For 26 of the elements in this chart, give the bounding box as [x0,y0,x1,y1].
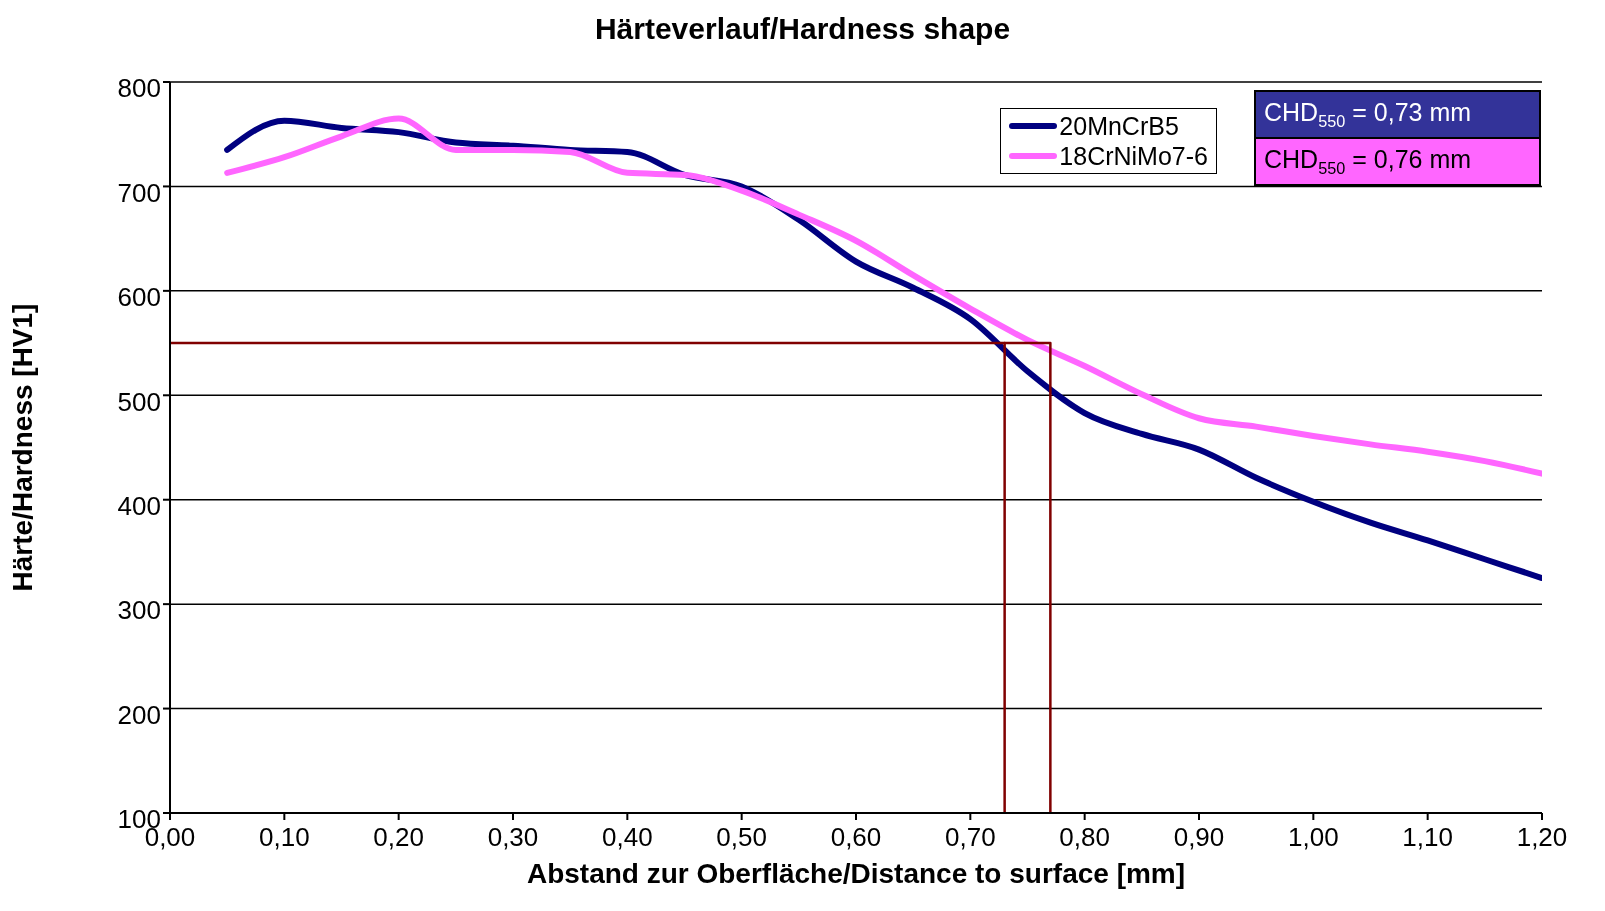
x-tick-label: 0,50 [716,822,767,853]
x-tick-label: 0,90 [1173,822,1225,853]
y-tick-label: 800 [117,73,161,104]
y-tick-label: 400 [117,490,161,521]
annotation: CHD$_{550}$ = 0,76 mm [1264,145,1472,177]
y-tick-label: 500 [117,386,161,417]
x-tick-label: 1,00 [1288,822,1339,853]
x-tick-label: 0,20 [373,822,424,853]
annotation: CHD$_{550}$ = 0,73 mm [1264,98,1472,130]
x-axis-title: Abstand zur Oberfläche/Distance to surface [mm] [526,858,1186,889]
y-tick-label: 600 [117,282,161,313]
x-tick-label: 0,10 [259,822,310,853]
x-tick-label: 0,80 [1059,822,1110,853]
legend-label: 20MnCrB5 [1059,111,1179,141]
x-tick-label: 1,20 [1516,822,1568,853]
legend-label: 18CrNiMo7-6 [1059,141,1208,171]
y-axis-title: Härte/Hardness [HV1] [6,303,38,592]
x-tick-label: 0,40 [602,822,653,853]
x-tick-label: 0,30 [487,822,539,853]
y-tick-label: 300 [117,595,161,626]
y-tick-label: 700 [117,177,161,208]
x-tick-label: 0,70 [945,822,996,853]
y-tick-label: 200 [117,699,161,730]
chart-title: Härteverlauf/Hardness shape [593,12,1012,46]
x-tick-label: 1,10 [1402,822,1453,853]
x-tick-label: 0,60 [830,822,882,853]
